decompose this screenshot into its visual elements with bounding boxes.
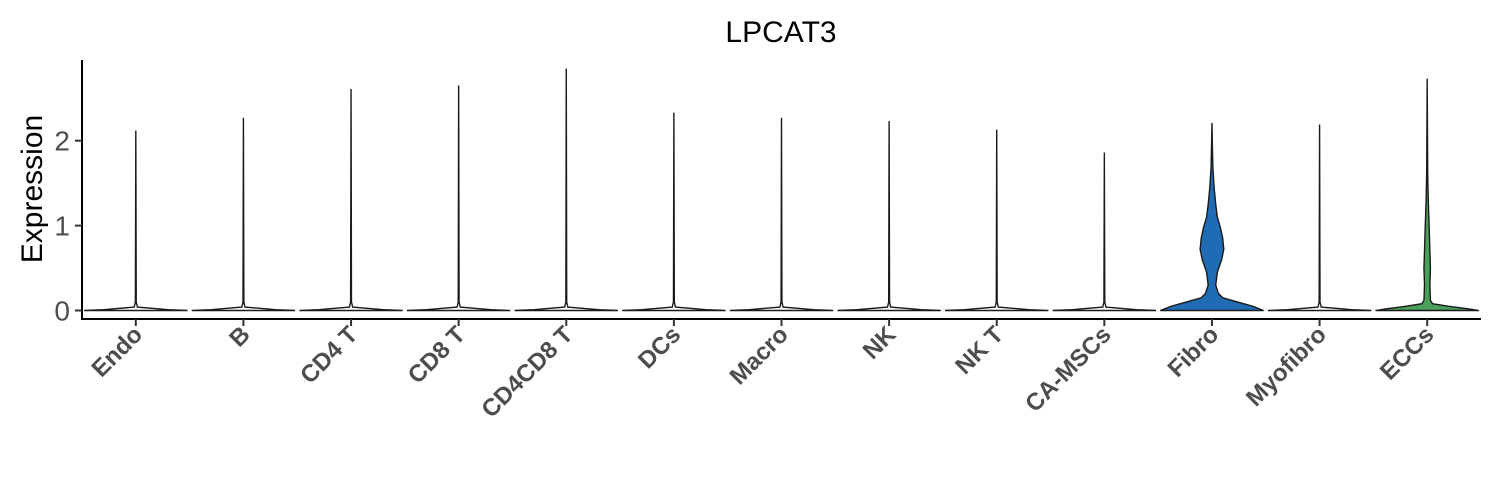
y-tick-label: 0 bbox=[54, 296, 70, 327]
x-tick-label: CD8 T bbox=[403, 321, 471, 389]
violin-myofibro bbox=[1267, 124, 1372, 312]
violin-ca-mscs bbox=[1052, 152, 1157, 312]
x-tick-label: NK bbox=[858, 321, 902, 365]
violin-cd4cd8-t bbox=[514, 68, 618, 312]
x-tick-label: CD4 T bbox=[295, 321, 363, 389]
violin-endo bbox=[84, 130, 188, 312]
y-axis-ticks: 0 1 2 bbox=[54, 126, 82, 327]
violin-fibro bbox=[1160, 122, 1264, 312]
y-tick-label: 2 bbox=[54, 126, 70, 157]
x-tick-label: B bbox=[224, 321, 255, 352]
violin-macro bbox=[729, 117, 834, 312]
violin-eccs bbox=[1375, 78, 1479, 312]
x-tick-label: ECCs bbox=[1375, 321, 1439, 385]
x-tick-label: NK T bbox=[950, 321, 1009, 380]
x-tick-label: Endo bbox=[87, 321, 149, 383]
y-tick-label: 1 bbox=[54, 211, 70, 242]
violin-dcs bbox=[622, 112, 726, 312]
violin-nk bbox=[837, 121, 941, 312]
violin-group bbox=[84, 68, 1479, 312]
chart-title: LPCAT3 bbox=[725, 16, 836, 49]
x-tick-label: Fibro bbox=[1163, 321, 1225, 383]
y-axis-label: Expression bbox=[16, 115, 49, 263]
x-tick-label: DCs bbox=[633, 321, 686, 374]
violin-b bbox=[191, 117, 296, 312]
violin-nk-t bbox=[945, 129, 1049, 312]
x-tick-label: Myofibro bbox=[1241, 321, 1332, 412]
x-tick-label: CD4CD8 T bbox=[476, 321, 578, 423]
violin-cd4-t bbox=[299, 88, 403, 312]
x-tick-label: Macro bbox=[725, 321, 794, 390]
x-tick-label: CA-MSCs bbox=[1020, 321, 1116, 417]
x-axis-ticks: Endo B CD4 T CD8 T CD4CD8 T DCs Macro NK NK T CA-… bbox=[87, 319, 1439, 423]
violin-cd8-t bbox=[406, 85, 511, 312]
